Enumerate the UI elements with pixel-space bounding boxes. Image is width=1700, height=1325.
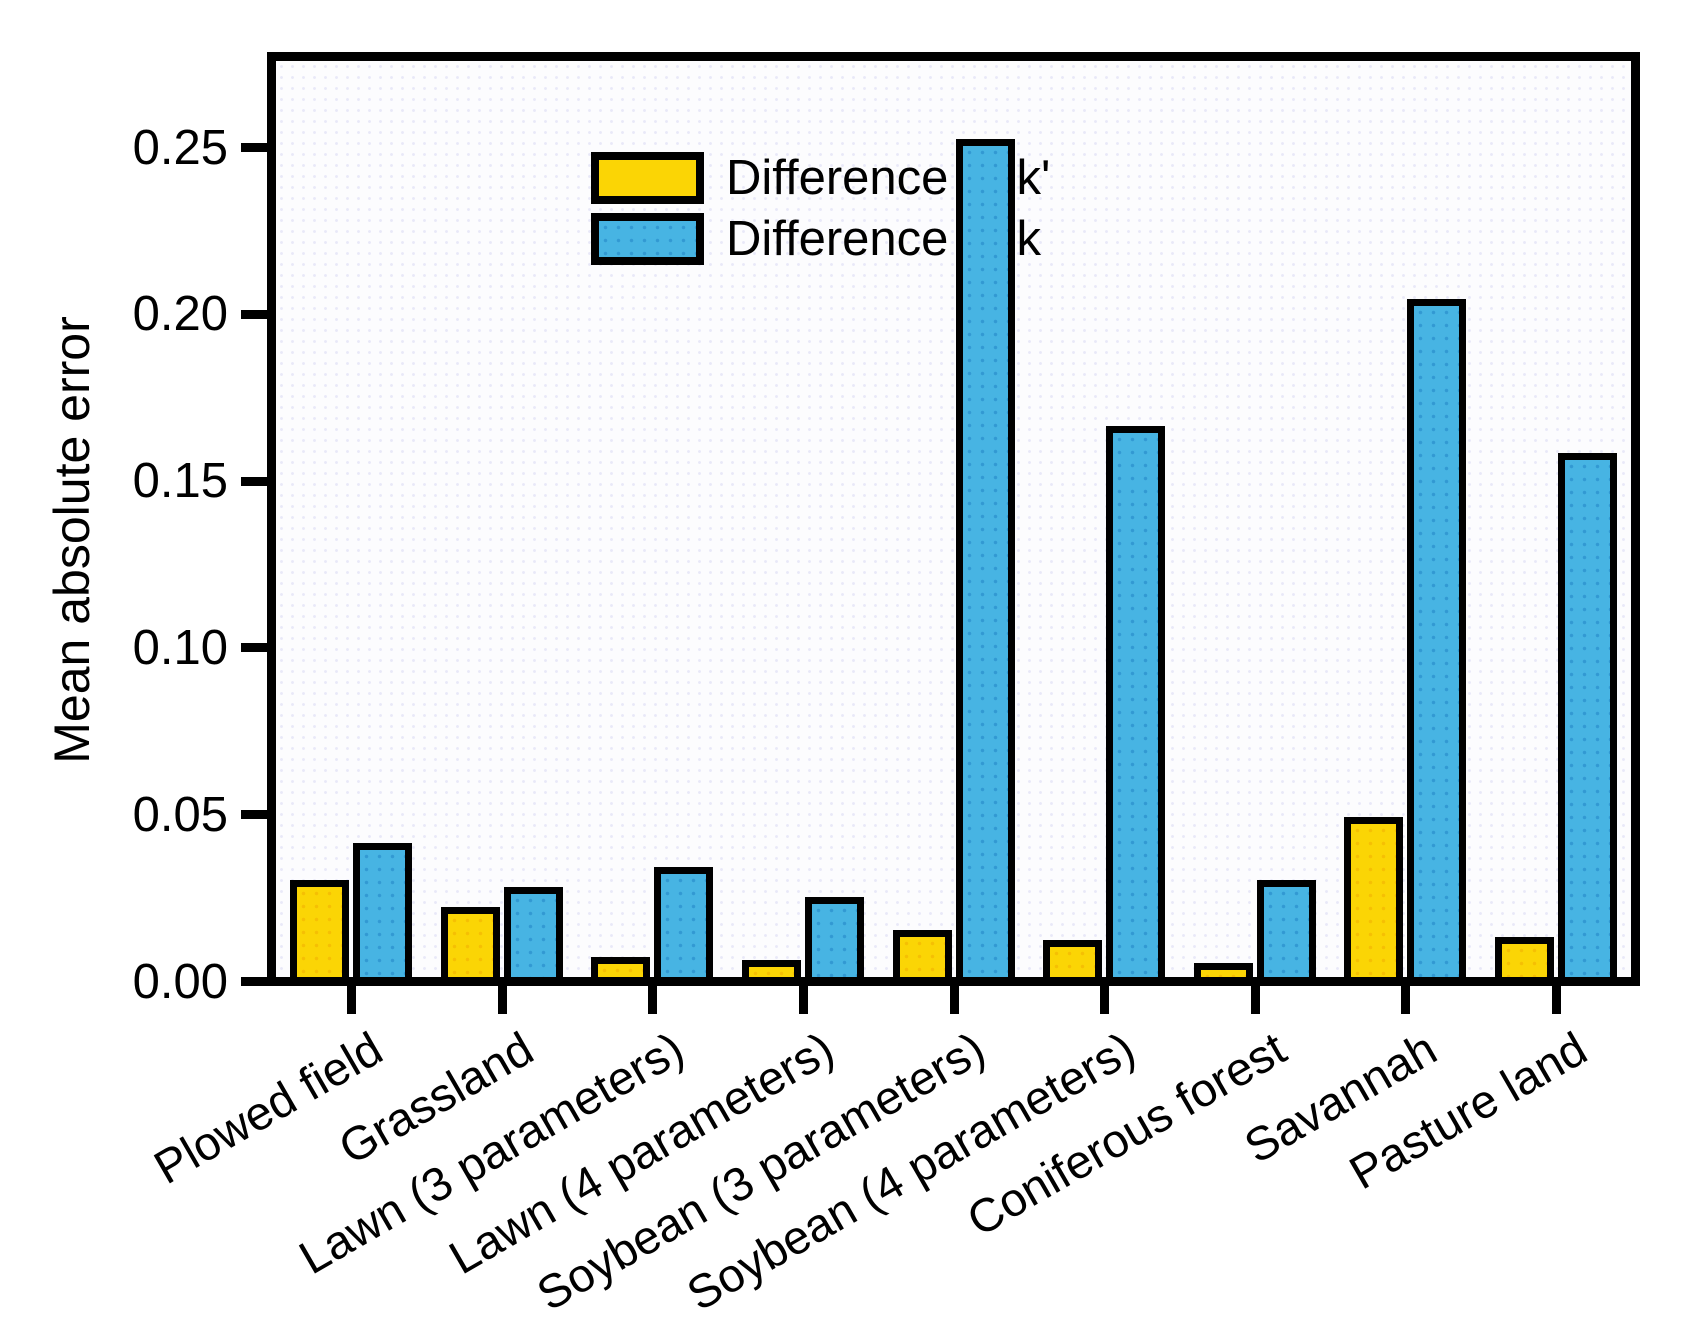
y-axis-title: Mean absolute error [44,316,100,764]
plot-area: Difference of k' Difference of k Plowed … [145,52,1640,1321]
bar-group: Grassland [329,61,578,1174]
x-tick [798,986,808,1014]
y-tick [241,143,267,152]
x-tick [347,986,357,1014]
y-tick [241,643,267,653]
x-tick [1100,986,1110,1014]
bar-group: Plowed field [145,61,427,1194]
bar-difference-of-k [1557,453,1617,977]
legend-swatch-k [591,213,704,265]
y-tick-label: 0.15 [132,454,228,509]
bar-difference-of-kprime [1494,937,1554,977]
bar-difference-of-k [503,887,563,977]
y-tick-label: 0.10 [132,620,228,675]
y-tick-label: 0.05 [132,787,228,842]
legend-swatch-kprime [591,152,704,204]
bar-difference-of-kprime [440,907,500,977]
x-tick [1551,986,1561,1014]
bar-difference-of-k [654,867,714,977]
bar-difference-of-kprime [892,930,952,977]
y-tick [241,977,267,986]
bar-difference-of-kprime [591,957,651,977]
bar-difference-of-kprime [290,880,350,977]
x-tick [949,986,959,1014]
y-tick [241,476,267,486]
y-tick-label: 0.20 [132,287,228,342]
bar-difference-of-k [1106,426,1166,977]
bar-group: Soybean (4 parameters) [678,61,1180,1321]
bar-difference-of-kprime [1344,817,1404,977]
bar-difference-of-k [955,139,1015,977]
y-tick [241,810,267,820]
bar-group: Lawn (4 parameters) [440,61,879,1284]
bar-group: Lawn (3 parameters) [290,61,728,1284]
y-tick-label: 0.25 [132,120,228,175]
bar-difference-of-kprime [1193,963,1253,977]
bars-row: Plowed field Grassland Lawn (3 parameters)… [145,61,1632,1321]
x-tick [1401,986,1411,1014]
bar-group: Soybean (3 parameters) [528,61,1029,1321]
bar-difference-of-k [804,897,864,977]
y-tick-label: 0.00 [132,954,228,1009]
bar-group: Coniferous forest [958,61,1330,1246]
x-tick [648,986,658,1014]
bar-group: Pasture land [1340,61,1632,1199]
y-tick [241,309,267,319]
bar-difference-of-k [353,843,413,977]
bar-difference-of-kprime [1043,940,1103,977]
x-tick [497,986,507,1014]
x-tick [1250,986,1260,1014]
bar-difference-of-kprime [741,960,801,977]
bar-difference-of-k [1407,299,1467,977]
bar-group: Savannah [1235,61,1481,1173]
bar-difference-of-k [1256,880,1316,977]
